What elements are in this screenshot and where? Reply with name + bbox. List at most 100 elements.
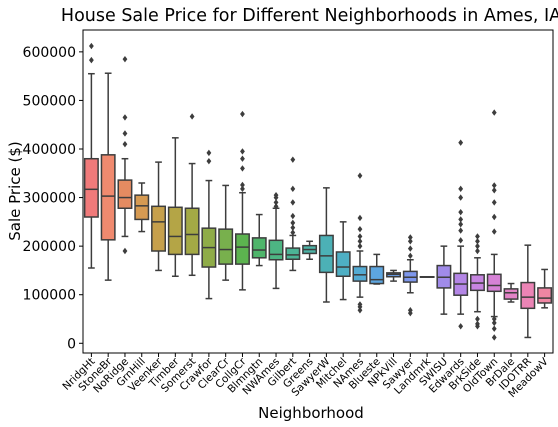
outlier-point [273, 191, 279, 199]
y-tick-label: 300000 [23, 191, 76, 207]
y-tick-label: 100000 [23, 288, 76, 304]
box-GrnHill [134, 182, 150, 233]
y-tick-label: 0 [67, 336, 76, 352]
outlier-point [491, 199, 497, 206]
outlier-point [491, 319, 497, 327]
outlier-point [357, 307, 363, 314]
outlier-point [240, 165, 245, 172]
box-NoRidge [117, 55, 133, 255]
outlier-point [88, 42, 94, 50]
box-Veenker [151, 161, 166, 272]
iqr-box [352, 265, 368, 282]
box-Somerst [184, 113, 200, 277]
box-SawyerW [318, 187, 334, 303]
outlier-point [240, 185, 245, 193]
outlier-point [122, 55, 128, 63]
outlier-point [240, 181, 245, 189]
outlier-point [458, 194, 464, 201]
plot-area [82, 29, 554, 354]
y-tick-label: 400000 [23, 142, 76, 158]
y-axis: 0 100000 200000 300000 400000 500000 600000 [23, 45, 83, 352]
outlier-point [206, 157, 212, 165]
iqr-box [117, 179, 133, 210]
outlier-point [357, 214, 363, 222]
outlier-point [122, 140, 128, 148]
outlier-point [491, 325, 497, 332]
x-axis: NridgHtStoneBrNoRidgeGrnHillVeenkerTimbe… [60, 353, 551, 400]
outlier-point [491, 187, 497, 194]
box-BrkSide [470, 233, 485, 330]
iqr-box [520, 281, 536, 310]
outlier-point [122, 130, 128, 137]
box-NridgHt [83, 42, 99, 269]
outlier-point [407, 307, 413, 314]
outlier-point [122, 114, 128, 121]
y-tick-label: 500000 [23, 93, 76, 109]
iqr-box [134, 194, 150, 221]
axes-frame [82, 29, 554, 354]
box-Blueste [369, 253, 385, 285]
outlier-point [273, 199, 279, 206]
iqr-box [83, 157, 99, 218]
outlier-point [475, 233, 480, 240]
chart-title: House Sale Price for Different Neighborh… [61, 6, 558, 26]
outlier-point [407, 245, 413, 252]
box-Landmrk [419, 275, 435, 278]
outlier-point [290, 224, 296, 231]
iqr-box [285, 247, 301, 261]
y-tick-label: 200000 [23, 239, 76, 255]
outlier-point [458, 227, 464, 234]
box-OldTown [486, 109, 502, 341]
outlier-point [458, 139, 464, 146]
outlier-point [491, 228, 497, 235]
outlier-point [290, 156, 296, 163]
outlier-point [290, 185, 296, 193]
iqr-box [151, 205, 166, 252]
box-Edwards [453, 139, 469, 330]
outlier-point [240, 148, 245, 155]
iqr-box [218, 228, 234, 265]
outlier-point [458, 221, 464, 228]
iqr-box [369, 265, 385, 285]
outlier-point [88, 56, 94, 64]
outlier-point [491, 315, 497, 323]
iqr-box [486, 273, 502, 293]
box-NPkVill [386, 269, 402, 282]
outlier-point [458, 323, 464, 330]
iqr-box [268, 239, 284, 261]
iqr-box [537, 287, 553, 304]
outlier-point [491, 182, 497, 189]
iqr-box [235, 233, 250, 265]
outlier-point [290, 212, 296, 220]
box-Blmngtn [251, 213, 267, 267]
outlier-point [290, 199, 296, 206]
box-MeadowV [537, 268, 553, 309]
outlier-point [290, 219, 296, 227]
iqr-box [251, 237, 267, 259]
outlier-point [290, 229, 296, 236]
outlier-point [458, 237, 464, 244]
outlier-point [357, 242, 363, 250]
outlier-point [357, 238, 363, 245]
box-IDOTRR [520, 244, 536, 339]
iqr-box [184, 207, 200, 256]
outlier-point [357, 233, 363, 240]
x-axis-label: Neighborhood [258, 404, 364, 422]
iqr-box [167, 206, 183, 256]
outlier-point [357, 301, 363, 308]
box-StoneBr [100, 72, 116, 281]
outlier-point [475, 242, 480, 250]
outlier-point [189, 113, 195, 120]
outlier-point [357, 172, 363, 179]
box-CollgCr [235, 110, 250, 291]
outlier-point [475, 315, 480, 323]
iqr-box [318, 234, 334, 274]
outlier-point [122, 247, 128, 255]
y-axis-label: Sale Price ($) [6, 141, 24, 241]
outlier-point [407, 234, 413, 241]
box-NAmes [352, 172, 368, 314]
box-BrDale [503, 282, 519, 303]
outlier-point [458, 185, 464, 193]
outlier-point [458, 216, 464, 223]
